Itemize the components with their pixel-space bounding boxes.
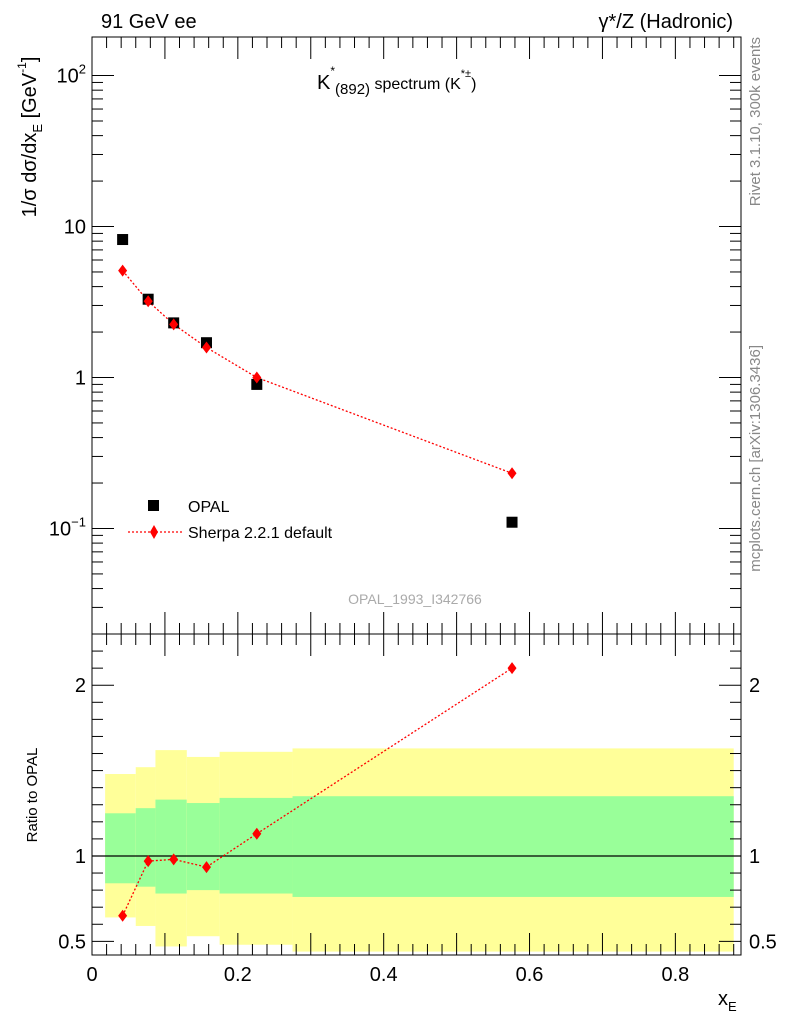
ratio-inner-band [135, 808, 156, 887]
ylabel-sub: E [30, 124, 45, 133]
x-tick-label: 0.8 [661, 964, 689, 986]
ratio-y-axis-label: Ratio to OPAL [24, 748, 41, 843]
legend: OPAL Sherpa 2.2.1 default [128, 499, 333, 542]
ylabel-main: 1/σ dσ/dx [19, 133, 41, 218]
ratio-sherpa-point [201, 861, 211, 874]
ratio-marks [118, 662, 517, 922]
main-axis-ticks: 10−1 1 10 102 [49, 37, 741, 635]
x-tick-label: 0 [86, 964, 97, 986]
chart-title: K*(892) spectrum (K*±) [317, 64, 476, 98]
ratio-y-tick-label-right: 1 [749, 846, 760, 868]
legend-sherpa-label: Sherpa 2.2.1 default [188, 525, 333, 542]
title-charge: *± [461, 68, 471, 80]
ratio-inner-band [155, 799, 187, 894]
ratio-panel: 0.5 0.5 1 1 2 2 0 0.2 0.4 0.6 0.8 Ratio to OPAL xE [24, 633, 777, 1014]
ratio-y-tick-label: 2 [75, 675, 86, 697]
ratio-sherpa-point [118, 909, 128, 922]
analysis-watermark: OPAL_1993_I342766 [348, 591, 482, 607]
ratio-y-tick-label: 1 [75, 846, 86, 868]
ratio-y-tick-label-right: 2 [749, 675, 760, 697]
legend-opal-marker [148, 500, 159, 511]
main-marks [117, 234, 518, 528]
ylabel-unit-sup: -1 [15, 62, 29, 73]
main-y-tick-label: 102 [57, 62, 86, 88]
sherpa-point [143, 295, 153, 308]
legend-sherpa-marker [150, 525, 158, 539]
title-spectrum: spectrum (K [370, 76, 461, 93]
main-y-tick-label: 10 [64, 217, 86, 239]
title-mass: (892) [335, 81, 370, 98]
main-y-tick-label: 10−1 [49, 514, 86, 540]
sherpa-line [122, 270, 513, 474]
main-panel: 10−1 1 10 102 K*(892) spectrum (K*±) 1/σ dσ… [15, 36, 742, 635]
ratio-axis-ticks: 0.5 0.5 1 1 2 2 0 0.2 0.4 0.6 0.8 [58, 634, 777, 986]
opal-point [506, 516, 518, 528]
ratio-y-tick-label-right: 0.5 [749, 931, 777, 953]
main-y-axis-label: 1/σ dσ/dxE [GeV-1] [15, 57, 45, 218]
x-tick-label: 0.2 [224, 964, 252, 986]
legend-opal-label: OPAL [188, 499, 230, 516]
process-label: γ*/Z (Hadronic) [599, 11, 733, 33]
ratio-sherpa-point [143, 855, 153, 868]
sherpa-point [201, 341, 211, 354]
opal-point [117, 234, 129, 246]
ratio-bands [105, 748, 734, 952]
energy-label: 91 GeV ee [101, 11, 197, 33]
rivet-version-label: Rivet 3.1.10, 300k events [747, 37, 764, 206]
ylabel-close: ] [19, 57, 41, 63]
ratio-inner-band [292, 796, 734, 897]
title-star: * [330, 64, 335, 78]
ratio-sherpa-point [252, 827, 262, 840]
sherpa-point [169, 318, 179, 331]
ratio-y-tick-label: 0.5 [58, 931, 86, 953]
sherpa-point [252, 371, 262, 384]
ratio-inner-band [186, 803, 220, 891]
title-k: K [317, 72, 331, 94]
sherpa-point [118, 264, 128, 277]
opal-point [251, 378, 263, 390]
ratio-inner-band [105, 813, 136, 884]
ratio-sherpa-point [507, 662, 517, 675]
mcplots-label: mcplots.cern.ch [arXiv:1306.3436] [747, 345, 764, 572]
x-axis-label: xE [718, 988, 737, 1014]
title-close: ) [471, 76, 476, 93]
xlabel-sub: E [728, 999, 737, 1014]
x-tick-label: 0.4 [370, 964, 398, 986]
ratio-inner-band [219, 797, 293, 894]
ratio-sherpa-point [169, 853, 179, 866]
x-tick-label: 0.6 [516, 964, 544, 986]
ratio-frame [91, 633, 742, 956]
ylabel-unit: [GeV [19, 72, 41, 124]
sherpa-point [507, 467, 517, 480]
main-y-tick-label: 1 [75, 367, 86, 389]
xlabel-main: x [718, 988, 728, 1010]
